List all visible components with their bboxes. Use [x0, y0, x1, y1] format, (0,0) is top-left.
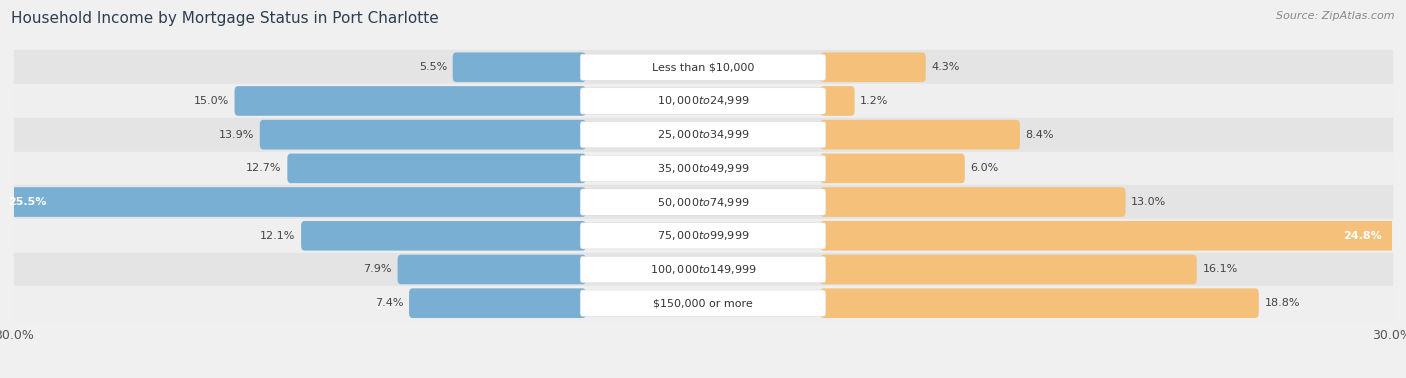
Text: 8.4%: 8.4% [1025, 130, 1054, 139]
Bar [14, 118, 1392, 152]
FancyBboxPatch shape [820, 187, 1126, 217]
Text: 24.8%: 24.8% [1343, 231, 1382, 241]
FancyBboxPatch shape [301, 221, 586, 251]
Text: 7.4%: 7.4% [375, 298, 404, 308]
Text: $35,000 to $49,999: $35,000 to $49,999 [657, 162, 749, 175]
Bar [14, 185, 1392, 219]
FancyBboxPatch shape [453, 53, 586, 82]
Bar [14, 84, 1392, 118]
FancyBboxPatch shape [398, 255, 586, 284]
Text: 13.9%: 13.9% [219, 130, 254, 139]
FancyBboxPatch shape [820, 221, 1396, 251]
Text: 5.5%: 5.5% [419, 62, 447, 72]
FancyBboxPatch shape [581, 54, 825, 81]
FancyBboxPatch shape [581, 290, 825, 316]
Text: Less than $10,000: Less than $10,000 [652, 62, 754, 72]
FancyBboxPatch shape [820, 53, 925, 82]
Text: Household Income by Mortgage Status in Port Charlotte: Household Income by Mortgage Status in P… [11, 11, 439, 26]
FancyBboxPatch shape [820, 255, 1197, 284]
Text: 16.1%: 16.1% [1202, 265, 1237, 274]
FancyBboxPatch shape [820, 288, 1258, 318]
Text: 12.1%: 12.1% [260, 231, 295, 241]
Text: 15.0%: 15.0% [194, 96, 229, 106]
Bar [14, 50, 1392, 84]
Bar [14, 286, 1392, 320]
Text: 1.2%: 1.2% [860, 96, 889, 106]
Text: 6.0%: 6.0% [970, 163, 998, 174]
FancyBboxPatch shape [820, 86, 855, 116]
Text: $25,000 to $34,999: $25,000 to $34,999 [657, 128, 749, 141]
FancyBboxPatch shape [581, 189, 825, 215]
Text: $100,000 to $149,999: $100,000 to $149,999 [650, 263, 756, 276]
Text: $75,000 to $99,999: $75,000 to $99,999 [657, 229, 749, 242]
Text: 12.7%: 12.7% [246, 163, 281, 174]
Text: $10,000 to $24,999: $10,000 to $24,999 [657, 94, 749, 107]
FancyBboxPatch shape [409, 288, 586, 318]
Text: Source: ZipAtlas.com: Source: ZipAtlas.com [1277, 11, 1395, 21]
Bar [14, 152, 1392, 185]
Text: $150,000 or more: $150,000 or more [654, 298, 752, 308]
FancyBboxPatch shape [287, 153, 586, 183]
Bar [14, 219, 1392, 253]
Text: 7.9%: 7.9% [363, 265, 392, 274]
FancyBboxPatch shape [235, 86, 586, 116]
FancyBboxPatch shape [820, 120, 1019, 149]
Text: 18.8%: 18.8% [1264, 298, 1301, 308]
Text: 25.5%: 25.5% [8, 197, 46, 207]
Text: 13.0%: 13.0% [1132, 197, 1167, 207]
Bar [14, 253, 1392, 286]
FancyBboxPatch shape [0, 187, 586, 217]
FancyBboxPatch shape [260, 120, 586, 149]
Text: 4.3%: 4.3% [932, 62, 960, 72]
FancyBboxPatch shape [581, 88, 825, 114]
Text: $50,000 to $74,999: $50,000 to $74,999 [657, 195, 749, 209]
FancyBboxPatch shape [581, 256, 825, 283]
FancyBboxPatch shape [581, 223, 825, 249]
FancyBboxPatch shape [820, 153, 965, 183]
FancyBboxPatch shape [581, 121, 825, 148]
FancyBboxPatch shape [581, 155, 825, 181]
